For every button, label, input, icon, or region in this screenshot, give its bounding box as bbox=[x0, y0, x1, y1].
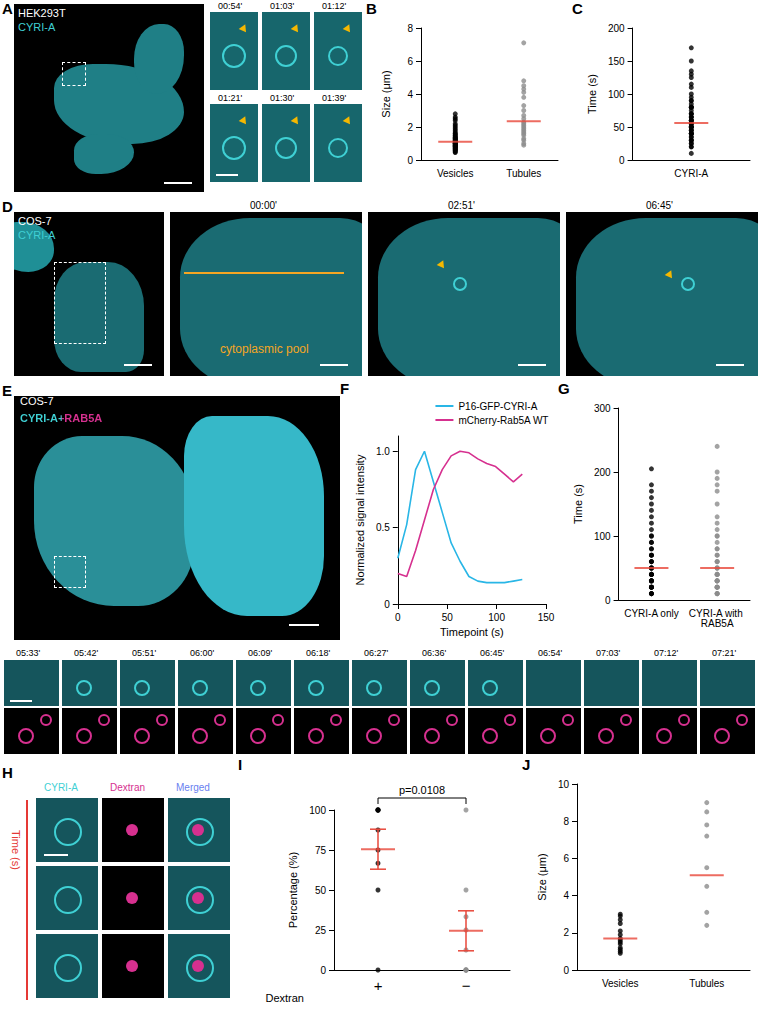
svg-text:RAB5A: RAB5A bbox=[701, 618, 734, 629]
svg-text:8: 8 bbox=[563, 816, 569, 827]
svg-text:300: 300 bbox=[594, 403, 611, 414]
html-text:H: H bbox=[2, 764, 13, 781]
html-text:06:45': 06:45' bbox=[480, 648, 505, 658]
svg-text:100: 100 bbox=[309, 805, 326, 816]
svg-text:0: 0 bbox=[320, 965, 326, 976]
html-text:Merged: Merged bbox=[176, 782, 210, 793]
html-text:06:54': 06:54' bbox=[538, 648, 563, 658]
svg-text:CYRI-A only: CYRI-A only bbox=[624, 608, 678, 619]
svg-text:0: 0 bbox=[605, 595, 611, 606]
html-text:C: C bbox=[572, 0, 583, 17]
svg-text:2: 2 bbox=[407, 122, 413, 133]
svg-text:Percentage (%): Percentage (%) bbox=[287, 852, 299, 928]
svg-text:75: 75 bbox=[315, 845, 327, 856]
svg-text:4: 4 bbox=[407, 89, 413, 100]
html-text:G: G bbox=[558, 380, 570, 397]
html-text:05:51': 05:51' bbox=[132, 648, 157, 658]
html-text:00:00': 00:00' bbox=[250, 200, 277, 211]
html-text:01:21': 01:21' bbox=[218, 93, 243, 103]
svg-text:6: 6 bbox=[563, 853, 569, 864]
svg-text:P16-GFP-CYRI-A: P16-GFP-CYRI-A bbox=[458, 401, 537, 412]
svg-text:0: 0 bbox=[619, 155, 625, 166]
svg-text:CYRI-A: CYRI-A bbox=[674, 168, 708, 179]
svg-text:Size (μm): Size (μm) bbox=[536, 853, 548, 900]
html-text:00:54': 00:54' bbox=[218, 1, 243, 11]
svg-text:0: 0 bbox=[563, 965, 569, 976]
html-text:CYRI-A: CYRI-A bbox=[44, 782, 78, 793]
svg-text:100: 100 bbox=[594, 531, 611, 542]
svg-text:Time (s): Time (s) bbox=[586, 74, 598, 114]
html-text:06:00': 06:00' bbox=[190, 648, 215, 658]
svg-text:Vesicles: Vesicles bbox=[602, 978, 639, 989]
html-text:05:33': 05:33' bbox=[16, 648, 41, 658]
svg-text:Normalized signal intensity: Normalized signal intensity bbox=[354, 454, 366, 585]
svg-text:10: 10 bbox=[558, 779, 570, 790]
html-text:07:03': 07:03' bbox=[596, 648, 621, 658]
html-text:cytoplasmic pool: cytoplasmic pool bbox=[220, 342, 309, 356]
svg-text:Timepoint (s): Timepoint (s) bbox=[440, 626, 504, 638]
html-text:01:12': 01:12' bbox=[322, 1, 347, 11]
html-text:E: E bbox=[2, 382, 12, 399]
svg-text:mCherry-Rab5A WT: mCherry-Rab5A WT bbox=[458, 415, 548, 426]
svg-text:25: 25 bbox=[315, 925, 327, 936]
html-text:I: I bbox=[238, 756, 243, 773]
svg-text:0: 0 bbox=[395, 612, 401, 623]
html-text:COS-7: COS-7 bbox=[20, 395, 54, 407]
html-text:01:03': 01:03' bbox=[270, 1, 295, 11]
svg-text:150: 150 bbox=[608, 56, 625, 67]
svg-text:8: 8 bbox=[407, 23, 413, 34]
svg-text:+: + bbox=[374, 977, 383, 994]
html-text:01:30': 01:30' bbox=[270, 93, 295, 103]
svg-text:2: 2 bbox=[563, 927, 569, 938]
html-text:01:39': 01:39' bbox=[322, 93, 347, 103]
html-text:A HEK293T: A HEK293T bbox=[2, 0, 66, 19]
html-text:B: B bbox=[366, 0, 377, 17]
svg-text:Vesicles: Vesicles bbox=[437, 168, 474, 179]
html-text:F: F bbox=[340, 380, 350, 397]
svg-text:Size (μm): Size (μm) bbox=[380, 70, 392, 117]
svg-text:Tubules: Tubules bbox=[506, 168, 541, 179]
html-text:06:36': 06:36' bbox=[422, 648, 447, 658]
svg-text:0: 0 bbox=[407, 155, 413, 166]
svg-text:6: 6 bbox=[407, 56, 413, 67]
svg-text:Tubules: Tubules bbox=[689, 978, 724, 989]
svg-text:p=0.0108: p=0.0108 bbox=[399, 784, 445, 796]
svg-text:100: 100 bbox=[608, 89, 625, 100]
svg-text:−: − bbox=[462, 977, 471, 994]
svg-text:50: 50 bbox=[442, 612, 454, 623]
html-text:06:45': 06:45' bbox=[646, 200, 673, 211]
html-text:07:21': 07:21' bbox=[712, 648, 737, 658]
html-text:CYRI-A: CYRI-A bbox=[18, 21, 56, 33]
html-text:06:09': 06:09' bbox=[248, 648, 273, 658]
html-text:06:18': 06:18' bbox=[306, 648, 331, 658]
html-text:Dextran: Dextran bbox=[110, 782, 145, 793]
svg-text:50: 50 bbox=[613, 122, 625, 133]
html-text:07:12': 07:12' bbox=[654, 648, 679, 658]
html-text:D: D bbox=[2, 198, 13, 215]
svg-text:200: 200 bbox=[594, 467, 611, 478]
svg-text:Dextran: Dextran bbox=[265, 992, 304, 1004]
html-text:J: J bbox=[522, 756, 531, 773]
html-text:05:42': 05:42' bbox=[74, 648, 99, 658]
svg-text:1.0: 1.0 bbox=[376, 446, 390, 457]
svg-text:100: 100 bbox=[488, 612, 505, 623]
html-text:Time (s): Time (s) bbox=[10, 830, 22, 870]
svg-text:50: 50 bbox=[315, 885, 327, 896]
html-text:COS-7: COS-7 bbox=[18, 215, 52, 227]
svg-text:200: 200 bbox=[608, 23, 625, 34]
html-text:02:51': 02:51' bbox=[448, 200, 475, 211]
svg-text:0: 0 bbox=[384, 599, 390, 610]
svg-text:4: 4 bbox=[563, 890, 569, 901]
html-text:06:27': 06:27' bbox=[364, 648, 389, 658]
html-text:CYRI-A: CYRI-A bbox=[18, 229, 56, 241]
html-text:CYRI-A+RAB5A: CYRI-A+RAB5A bbox=[20, 412, 103, 424]
svg-text:150: 150 bbox=[538, 612, 555, 623]
svg-text:CYRI-A with: CYRI-A with bbox=[688, 607, 746, 619]
svg-text:Time (s): Time (s) bbox=[572, 484, 584, 524]
svg-text:0.5: 0.5 bbox=[376, 522, 390, 533]
